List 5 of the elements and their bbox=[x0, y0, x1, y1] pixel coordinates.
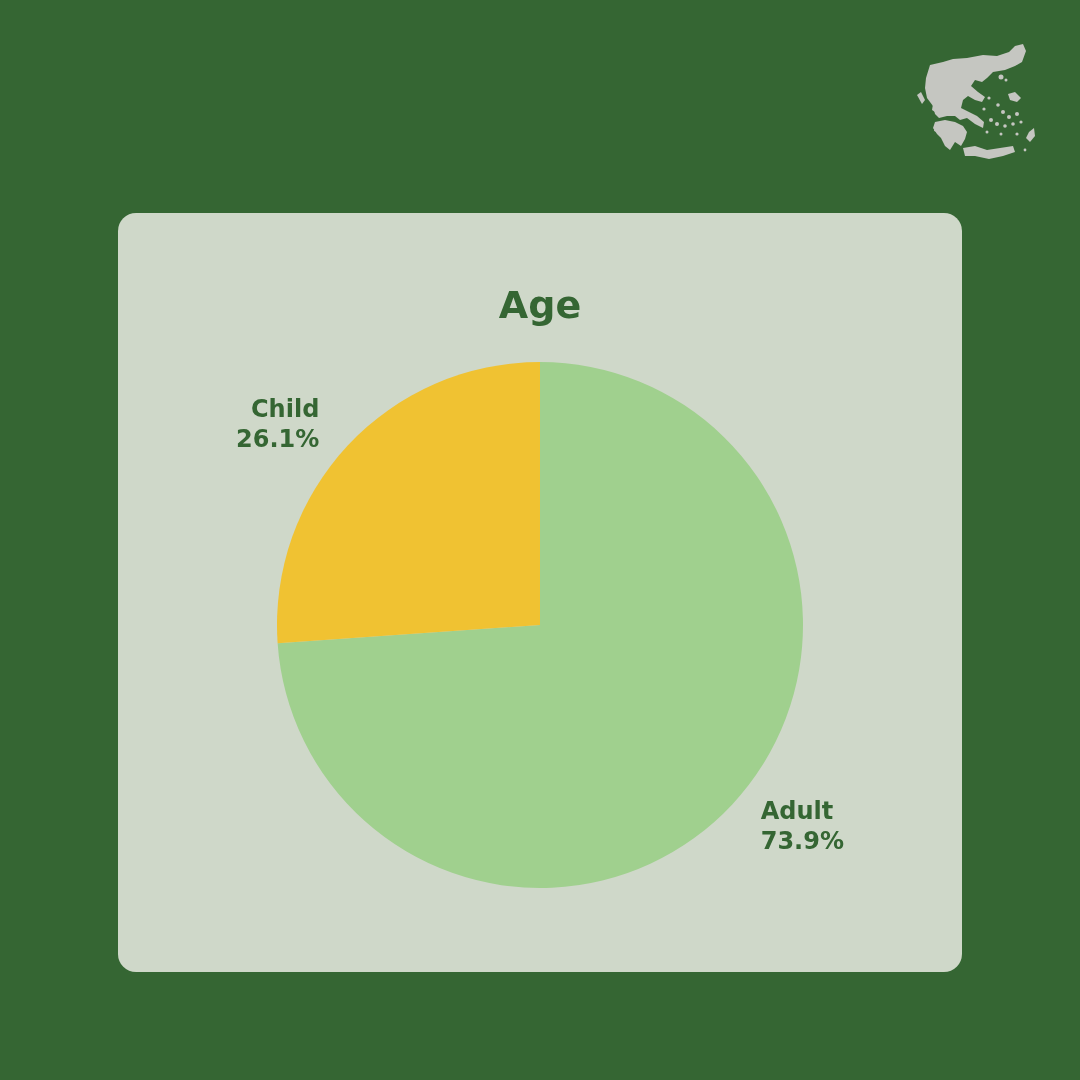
data-label: 26.1% bbox=[236, 424, 320, 453]
slice-label: Child bbox=[250, 394, 320, 423]
chart-title: Age bbox=[498, 283, 582, 327]
data-label: 73.9% bbox=[760, 827, 844, 856]
slice-label: Adult bbox=[760, 797, 834, 826]
